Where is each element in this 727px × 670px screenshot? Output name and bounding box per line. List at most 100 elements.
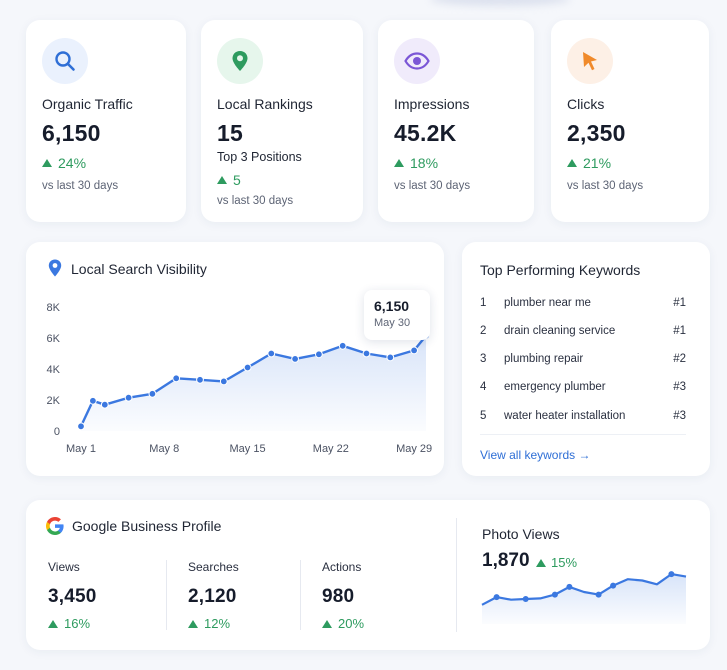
map-pin-icon bbox=[217, 38, 263, 84]
stat-value: 15 bbox=[217, 120, 243, 146]
column-divider bbox=[300, 560, 301, 630]
y-tick-label: 0 bbox=[54, 426, 60, 438]
tooltip-value: 6,150 bbox=[374, 298, 410, 314]
data-point bbox=[362, 349, 371, 358]
stat-label: Local Rankings bbox=[217, 96, 313, 112]
gbp-searches: Searches 2,120 12% bbox=[188, 560, 308, 631]
section-title: Top Performing Keywords bbox=[480, 262, 641, 278]
photo-views-value: 1,870 bbox=[482, 550, 530, 571]
view-all-keywords-link[interactable]: View all keywords → bbox=[480, 448, 591, 462]
keyword-rank-number: 5 bbox=[480, 410, 487, 422]
y-tick-label: 6K bbox=[47, 333, 61, 345]
keywords-divider bbox=[480, 434, 686, 435]
up-arrow-icon bbox=[42, 159, 52, 167]
photo-views-change: 15% bbox=[536, 555, 577, 570]
x-tick-label: May 1 bbox=[66, 443, 96, 455]
data-point bbox=[522, 596, 529, 602]
photo-views-title: Photo Views bbox=[482, 526, 560, 542]
keywords-card: Top Performing Keywords 1 plumber near m… bbox=[462, 242, 710, 476]
x-tick-label: May 29 bbox=[396, 443, 432, 455]
y-tick-label: 2K bbox=[47, 395, 61, 407]
location-pin-icon bbox=[48, 259, 62, 277]
metric-change: 20% bbox=[322, 616, 442, 631]
data-point bbox=[100, 400, 109, 409]
keyword-row: 4 emergency plumber #3 bbox=[480, 381, 686, 401]
stat-change: 5 bbox=[217, 172, 241, 188]
stat-value: 2,350 bbox=[567, 120, 626, 146]
top-glow bbox=[430, 0, 570, 6]
keyword-rank-number: 4 bbox=[480, 381, 487, 393]
stat-change: 24% bbox=[42, 155, 86, 171]
data-point bbox=[610, 582, 617, 589]
metric-label: Searches bbox=[188, 560, 239, 574]
keyword-position: #1 bbox=[673, 325, 686, 337]
stat-value: 45.2K bbox=[394, 120, 457, 146]
data-point bbox=[566, 583, 573, 590]
section-title: Local Search Visibility bbox=[71, 261, 207, 277]
up-arrow-icon bbox=[394, 159, 404, 167]
data-point bbox=[386, 353, 395, 362]
up-arrow-icon bbox=[217, 176, 227, 184]
data-point bbox=[196, 375, 204, 384]
keyword-text: emergency plumber bbox=[504, 381, 606, 393]
keyword-position: #3 bbox=[673, 410, 686, 422]
keyword-rank-number: 1 bbox=[480, 297, 487, 309]
data-point bbox=[338, 341, 347, 350]
data-point bbox=[267, 349, 276, 358]
metric-label: Actions bbox=[322, 560, 362, 574]
stat-label: Impressions bbox=[394, 96, 470, 112]
keyword-text: plumber near me bbox=[504, 297, 591, 309]
data-point bbox=[410, 346, 419, 355]
keyword-rank-number: 3 bbox=[480, 353, 487, 365]
data-point bbox=[89, 396, 97, 405]
eye-icon bbox=[394, 38, 440, 84]
visibility-card: Local Search Visibility 8K 6K 4K 2K 0 May 1 M… bbox=[26, 242, 444, 476]
section-title: Google Business Profile bbox=[72, 518, 222, 534]
photo-views-divider bbox=[456, 518, 457, 632]
stat-note: vs last 30 days bbox=[394, 180, 471, 192]
chart-tooltip: 6,150 May 30 bbox=[364, 290, 430, 340]
google-business-profile-card: Google Business Profile Views 3,450 16% … bbox=[26, 500, 710, 650]
keyword-row: 5 water heater installation #3 bbox=[480, 410, 686, 430]
keyword-text: drain cleaning service bbox=[504, 325, 616, 337]
metric-value: 980 bbox=[322, 586, 355, 607]
up-arrow-icon bbox=[48, 619, 58, 628]
visibility-line-chart: 8K 6K 4K 2K 0 May 1 May 8 May 15 May 22 May 29 bbox=[47, 302, 433, 455]
data-point bbox=[219, 377, 228, 386]
organic-traffic-card: Organic Traffic 6,150 24% vs last 30 day… bbox=[26, 20, 186, 222]
up-arrow-icon bbox=[567, 159, 577, 167]
google-logo-icon bbox=[46, 517, 64, 535]
gbp-actions: Actions 980 20% bbox=[322, 560, 442, 631]
data-point bbox=[315, 350, 323, 359]
visibility-area bbox=[81, 335, 426, 431]
search-icon bbox=[42, 38, 88, 84]
photo-views-area bbox=[482, 574, 686, 624]
data-point bbox=[172, 374, 181, 383]
keyword-rank-number: 2 bbox=[480, 325, 487, 337]
x-tick-label: May 8 bbox=[149, 443, 179, 455]
clicks-card: Clicks 2,350 21% vs last 30 days bbox=[551, 20, 709, 222]
keyword-row: 3 plumbing repair #2 bbox=[480, 353, 686, 373]
data-point bbox=[148, 389, 157, 398]
local-rankings-card: Local Rankings 15 Top 3 Positions 5 vs l… bbox=[201, 20, 363, 222]
tooltip-date: May 30 bbox=[374, 317, 411, 329]
data-point bbox=[77, 422, 85, 431]
stat-note: vs last 30 days bbox=[217, 195, 294, 207]
metric-change: 12% bbox=[188, 616, 308, 631]
cursor-icon bbox=[567, 38, 613, 84]
keyword-position: #1 bbox=[673, 297, 686, 309]
stat-sublabel: Top 3 Positions bbox=[217, 150, 302, 164]
gbp-views: Views 3,450 16% bbox=[48, 560, 168, 631]
metric-label: Views bbox=[48, 560, 80, 574]
stat-value: 6,150 bbox=[42, 120, 101, 146]
data-point bbox=[124, 393, 133, 402]
stat-label: Organic Traffic bbox=[42, 96, 133, 112]
photo-views-sparkline bbox=[481, 571, 687, 624]
stat-change: 21% bbox=[567, 155, 611, 171]
keyword-text: plumbing repair bbox=[504, 353, 584, 365]
keyword-row: 2 drain cleaning service #1 bbox=[480, 325, 686, 345]
column-divider bbox=[166, 560, 167, 630]
impressions-card: Impressions 45.2K 18% vs last 30 days bbox=[378, 20, 534, 222]
x-tick-label: May 22 bbox=[313, 443, 349, 455]
y-tick-label: 4K bbox=[47, 364, 61, 376]
